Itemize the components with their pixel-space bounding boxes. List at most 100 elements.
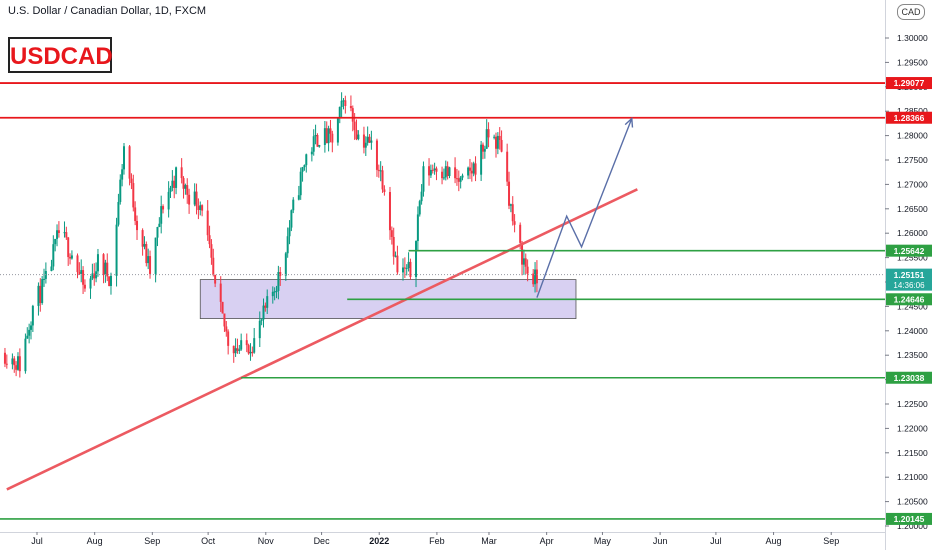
candle-body [506, 151, 509, 182]
level-tag [886, 111, 932, 124]
candle [275, 285, 278, 299]
candle-body [41, 279, 44, 304]
candle [329, 119, 332, 143]
candle-body [56, 230, 59, 239]
candle-body [234, 348, 237, 354]
projection-path [536, 118, 633, 298]
candle-body [54, 238, 57, 245]
candle-body [184, 185, 187, 189]
candle [232, 345, 235, 363]
x-tick-label: Oct [201, 536, 216, 546]
level-tag-label: 1.28366 [894, 113, 925, 123]
candle [446, 161, 449, 180]
candle-body [344, 100, 347, 107]
y-tick-label: 1.20000 [897, 521, 928, 531]
candle-body [355, 129, 358, 140]
candle [83, 279, 86, 292]
candle [67, 236, 70, 266]
candle [444, 160, 447, 181]
candle [290, 209, 293, 232]
candle-body [26, 335, 29, 339]
candle [470, 162, 473, 182]
candle [286, 227, 289, 258]
candle-body [420, 191, 423, 202]
x-tick-label: Aug [87, 536, 103, 546]
candle-body [57, 230, 60, 233]
candle-body [167, 191, 170, 210]
candle-body [195, 191, 198, 207]
candle [277, 265, 280, 300]
candle-body [104, 262, 107, 275]
candle-body [193, 191, 196, 205]
candle-body [409, 261, 412, 278]
candle [169, 185, 172, 198]
candle-body [470, 170, 473, 174]
candle-body [327, 128, 330, 144]
candle-body [240, 340, 243, 350]
candle [236, 338, 239, 354]
candle-body [219, 283, 222, 302]
candle-body [162, 206, 165, 210]
candle [143, 236, 146, 250]
candle-body [96, 254, 99, 272]
candle [102, 253, 105, 284]
current-price-tag [886, 268, 932, 291]
y-tick-label: 1.26500 [897, 204, 928, 214]
candle [132, 174, 135, 212]
candle [201, 204, 204, 217]
candle-body [50, 266, 53, 272]
projection-arrowhead [624, 117, 634, 128]
candle [474, 156, 477, 182]
level-tag [886, 293, 932, 306]
plot-area [0, 82, 885, 520]
candle [457, 170, 460, 192]
candle [383, 185, 386, 196]
candle [26, 327, 29, 339]
candle [3, 347, 6, 368]
candle [535, 260, 538, 293]
candle [327, 125, 330, 152]
candle-body [141, 230, 144, 247]
candle [182, 176, 185, 199]
candle [429, 164, 432, 179]
candle [431, 164, 434, 174]
candle [534, 262, 537, 293]
candle-body [149, 256, 152, 274]
candle-body [251, 351, 254, 353]
currency-badge[interactable]: CAD [897, 4, 925, 20]
candle [147, 248, 150, 270]
current-price-label: 1.25151 [894, 270, 925, 280]
candle [43, 268, 46, 287]
candle-body [171, 180, 174, 188]
candle [455, 168, 458, 186]
candle-body [495, 136, 497, 149]
y-tick-label: 1.28000 [897, 131, 928, 141]
candle [409, 258, 412, 280]
candle-body [509, 204, 512, 206]
candle-body [392, 236, 395, 257]
candle-body [266, 296, 269, 308]
candle-body [158, 223, 161, 228]
candle-body [123, 146, 125, 170]
candle [379, 161, 382, 182]
candle [362, 126, 365, 154]
candle-body [249, 351, 252, 354]
candle [80, 259, 83, 283]
candle [273, 287, 276, 301]
candle [195, 183, 198, 215]
candles [3, 92, 538, 378]
candle [123, 143, 125, 175]
candle [121, 164, 124, 187]
candle-body [483, 148, 486, 152]
candle [509, 203, 512, 213]
candle-body [377, 169, 380, 171]
candle [76, 253, 79, 279]
candle [225, 321, 228, 337]
candle [186, 178, 189, 204]
candle-body [199, 205, 202, 210]
candle-body [227, 331, 230, 346]
candle [288, 220, 291, 245]
candle [141, 228, 144, 256]
candle-body [206, 210, 209, 236]
